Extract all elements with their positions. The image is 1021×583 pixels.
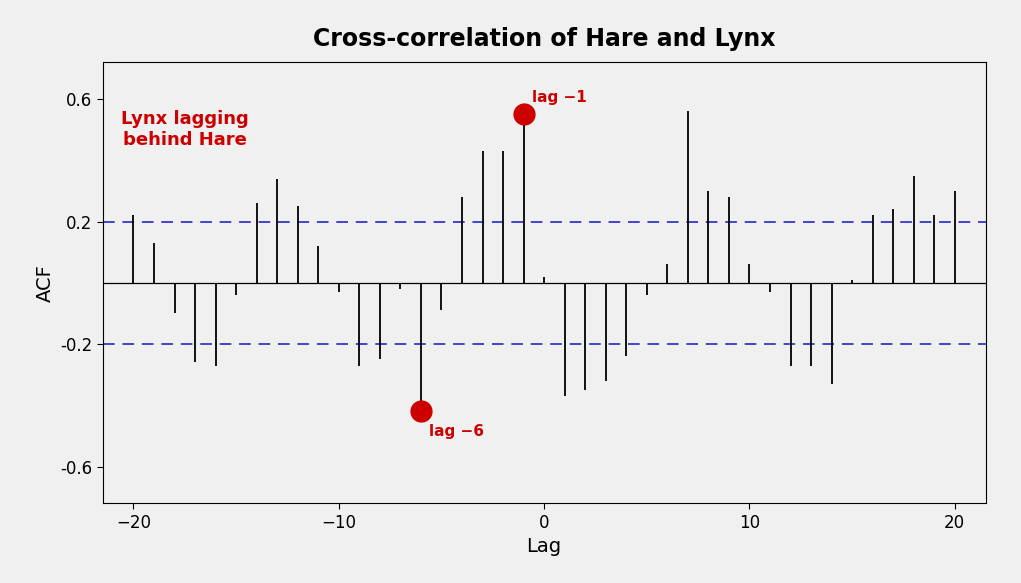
Text: Lynx lagging
behind Hare: Lynx lagging behind Hare: [120, 110, 249, 149]
Text: lag −6: lag −6: [429, 424, 484, 439]
Title: Cross-correlation of Hare and Lynx: Cross-correlation of Hare and Lynx: [312, 27, 775, 51]
Y-axis label: ACF: ACF: [36, 264, 54, 302]
X-axis label: Lag: Lag: [527, 538, 562, 556]
Text: lag −1: lag −1: [532, 90, 586, 105]
